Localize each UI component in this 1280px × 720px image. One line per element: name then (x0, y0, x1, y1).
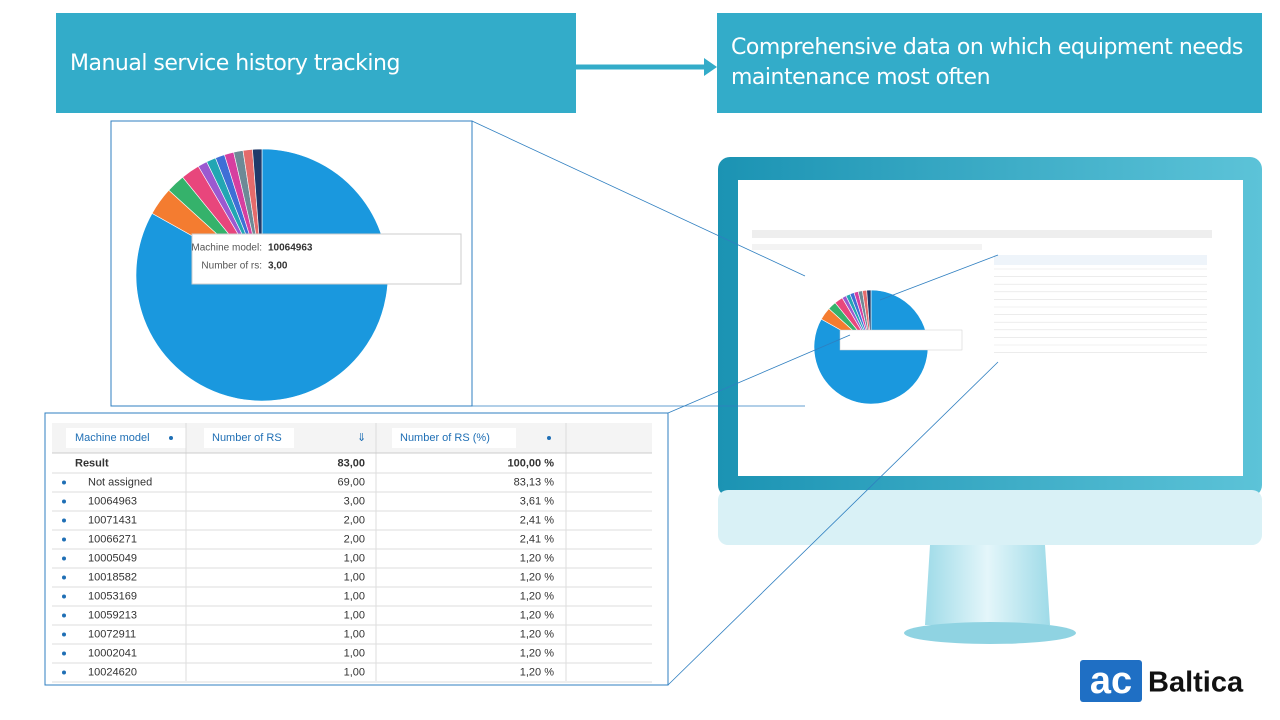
header-left: Manual service history tracking (56, 13, 576, 113)
row-label: 10005049 (88, 552, 137, 564)
row-bullet (62, 613, 66, 618)
cell-percent: 1,20 % (520, 628, 554, 640)
tooltip-value: 10064963 (268, 243, 313, 254)
cell-percent: 3,61 % (520, 495, 554, 507)
header-right: Comprehensive data on which equipment ne… (717, 13, 1262, 113)
cell-percent: 83,13 % (514, 476, 555, 488)
header-dot (547, 436, 551, 440)
row-label: 10071431 (88, 514, 137, 526)
cell-percent: 1,20 % (520, 552, 554, 564)
cell-count: 1,00 (344, 666, 365, 678)
column-header: Number of RS (%) (400, 432, 490, 444)
logo-name: Baltica (1148, 667, 1244, 699)
row-label: 10064963 (88, 495, 137, 507)
tooltip-label: Number of rs: (201, 261, 262, 272)
pie-slice (135, 148, 389, 402)
cell-percent: 1,20 % (520, 609, 554, 621)
cell-percent: 1,20 % (520, 571, 554, 583)
row-bullet (62, 518, 66, 523)
row-bullet (62, 651, 66, 656)
row-bullet (62, 480, 66, 485)
header-cell (66, 428, 186, 448)
row-label: 10072911 (88, 628, 136, 640)
connector-lines (471, 120, 999, 686)
cell-percent: 2,41 % (520, 533, 554, 545)
arrow-head (704, 58, 717, 76)
cell-count: 1,00 (344, 590, 365, 602)
row-label: 10053169 (88, 590, 137, 602)
header-cell (392, 428, 516, 448)
monitor-screen (738, 180, 1243, 476)
cell-count: 1,00 (344, 609, 365, 621)
row-label: 10059213 (88, 609, 137, 621)
column-header: Number of RS (212, 432, 282, 444)
cell-count: 2,00 (344, 514, 365, 526)
cell-count: 1,00 (344, 647, 365, 659)
cell-count: 2,00 (344, 533, 365, 545)
cell-percent: 100,00 % (508, 457, 555, 469)
row-label: Not assigned (88, 476, 152, 488)
cell-percent: 1,20 % (520, 647, 554, 659)
cell-percent: 1,20 % (520, 666, 554, 678)
pie-frame (110, 120, 473, 407)
row-bullet (62, 556, 66, 561)
row-bullet (62, 537, 66, 542)
column-header: Machine model (75, 432, 150, 444)
tooltip-label: Machine model: (191, 243, 262, 254)
row-label: 10066271 (88, 533, 137, 545)
row-bullet (62, 575, 66, 580)
logo-mark-bg (1080, 660, 1142, 702)
row-bullet (62, 499, 66, 504)
row-bullet (62, 594, 66, 599)
row-label: Result (75, 457, 109, 469)
cell-percent: 1,20 % (520, 590, 554, 602)
mini-report (752, 230, 1212, 353)
row-label: 10002041 (88, 647, 137, 659)
row-bullet (62, 632, 66, 637)
monitor-chin (718, 490, 1262, 545)
sort-icon: ⇓ (357, 432, 366, 444)
header-cell (204, 428, 294, 448)
row-bullet (62, 670, 66, 675)
cell-count: 3,00 (344, 495, 365, 507)
cell-count: 69,00 (337, 476, 365, 488)
cell-percent: 2,41 % (520, 514, 554, 526)
mini-tooltip (839, 329, 963, 351)
cell-count: 83,00 (337, 457, 365, 469)
cell-count: 1,00 (344, 571, 365, 583)
cell-count: 1,00 (344, 628, 365, 640)
tooltip-value: 3,00 (268, 261, 288, 272)
cell-count: 1,00 (344, 552, 365, 564)
logo-mark: ac (1090, 660, 1132, 702)
monitor-base (904, 622, 1076, 644)
table-frame (44, 412, 669, 686)
header-dot (169, 436, 173, 440)
row-label: 10018582 (88, 571, 137, 583)
monitor-neck (925, 545, 1050, 625)
row-label: 10024620 (88, 666, 137, 678)
tooltip: Machine model: 10064963 Number of rs: 3,… (191, 233, 462, 285)
